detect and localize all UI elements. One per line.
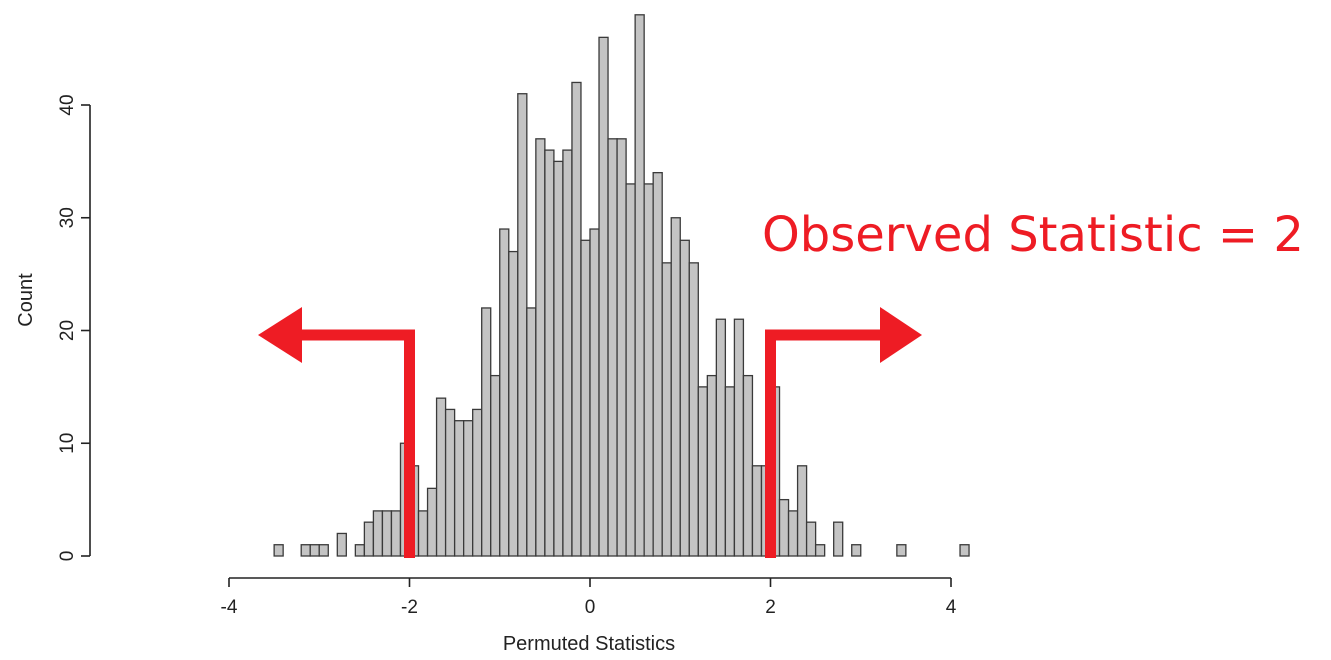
- histogram-bar: [706, 374, 718, 557]
- y-tick-label: 40: [57, 94, 78, 115]
- histogram-bar: [580, 239, 591, 557]
- histogram-bar: [300, 544, 311, 557]
- observed-statistic-label: Observed Statistic = 2: [762, 207, 1304, 263]
- histogram-bar: [896, 544, 907, 557]
- histogram-bar: [444, 408, 456, 557]
- histogram-bar: [571, 81, 582, 557]
- histogram-bar: [742, 374, 754, 557]
- histogram-bar: [381, 510, 393, 557]
- histogram-bar: [462, 420, 474, 557]
- y-tick-label: 30: [57, 207, 78, 228]
- left-arrow-icon: [258, 307, 302, 363]
- histogram-bar: [417, 510, 429, 557]
- x-ticks: -4 -2 0 2 4: [221, 578, 957, 618]
- histogram-bar: [787, 510, 799, 557]
- threshold-arrows: [258, 307, 922, 558]
- histogram-bar: [499, 228, 510, 557]
- x-axis: -4 -2 0 2 4: [221, 577, 957, 618]
- histogram-bar: [959, 544, 970, 557]
- y-tick-label: 20: [57, 320, 78, 341]
- histogram-bar: [814, 544, 826, 557]
- x-tick-label: -4: [221, 597, 238, 618]
- y-ticks: 0 10 20 30 40: [57, 94, 90, 561]
- histogram-bar: [724, 386, 736, 557]
- histogram-bar: [508, 250, 519, 557]
- histogram-bar: [544, 149, 555, 557]
- histogram-bar: [490, 374, 501, 557]
- histogram-bar: [354, 544, 366, 557]
- histogram-bar: [805, 521, 817, 557]
- right-arrow-icon: [880, 307, 922, 363]
- histogram-bar: [318, 544, 329, 557]
- x-tick-label: -2: [401, 597, 418, 618]
- histogram-bar: [598, 36, 609, 557]
- histogram-bar: [390, 510, 402, 557]
- histogram-bar: [453, 420, 465, 557]
- histogram-bar: [426, 487, 438, 557]
- histogram-bar: [679, 239, 690, 557]
- histogram-bar: [778, 498, 790, 557]
- histogram-bar: [589, 228, 600, 557]
- x-tick-label: 0: [585, 597, 596, 618]
- histogram-bar: [481, 307, 492, 557]
- histogram-bar: [472, 408, 483, 557]
- histogram-bar: [697, 386, 708, 557]
- histogram-bar: [796, 465, 808, 557]
- histogram-bar: [688, 262, 699, 557]
- histogram-bar: [526, 307, 537, 557]
- histogram-bar: [733, 318, 745, 557]
- left-arrow-shaft: [298, 329, 415, 558]
- histogram-bar: [616, 138, 627, 557]
- histogram-bar: [372, 510, 384, 557]
- histogram-bar: [553, 160, 564, 557]
- histogram-bar: [517, 93, 528, 557]
- x-tick-label: 4: [946, 597, 957, 618]
- y-tick-label: 10: [57, 433, 78, 454]
- histogram-bar: [535, 138, 546, 557]
- histogram-bar: [607, 138, 618, 557]
- histogram-bar: [643, 183, 654, 557]
- y-axis: 0 10 20 30 40: [57, 94, 91, 561]
- y-axis-title: Count: [15, 273, 37, 327]
- histogram-bar: [634, 14, 645, 557]
- right-arrow-shaft: [765, 329, 886, 558]
- histogram-bar: [309, 544, 320, 557]
- histogram-bar: [652, 171, 663, 557]
- y-tick-label: 0: [57, 551, 78, 562]
- histogram-bar: [851, 544, 862, 557]
- histogram-bar: [833, 521, 844, 557]
- histogram-bar: [435, 397, 447, 557]
- x-axis-title: Permuted Statistics: [503, 633, 675, 655]
- x-tick-label: 2: [765, 597, 776, 618]
- histogram-bar: [670, 217, 681, 557]
- histogram-bar: [363, 521, 375, 557]
- histogram-bar: [715, 318, 727, 557]
- histogram-bar: [625, 183, 636, 557]
- histogram-bar: [336, 532, 347, 557]
- histogram-bar: [562, 149, 573, 557]
- histogram-bar: [273, 544, 284, 557]
- histogram-bar: [751, 465, 763, 557]
- histogram-bars: [273, 14, 970, 557]
- histogram-bar: [661, 262, 672, 557]
